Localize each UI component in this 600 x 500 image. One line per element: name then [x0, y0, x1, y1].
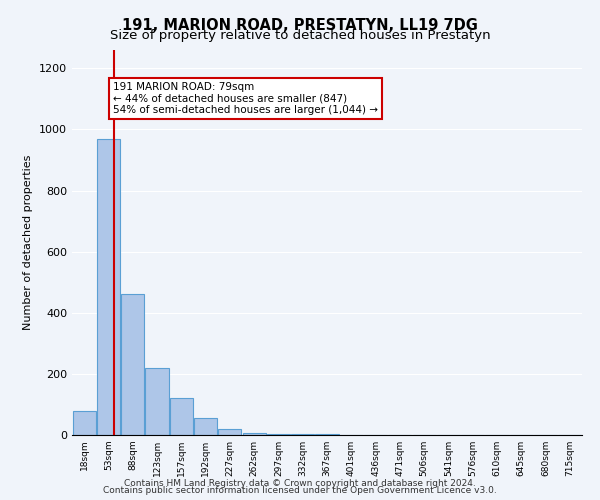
Bar	[145, 368, 169, 435]
Bar	[194, 418, 217, 435]
Bar	[291, 434, 314, 435]
Bar	[170, 398, 193, 435]
Bar	[218, 429, 241, 435]
Bar	[121, 294, 144, 435]
Text: Contains public sector information licensed under the Open Government Licence v3: Contains public sector information licen…	[103, 486, 497, 495]
Text: 191 MARION ROAD: 79sqm
← 44% of detached houses are smaller (847)
54% of semi-de: 191 MARION ROAD: 79sqm ← 44% of detached…	[113, 82, 378, 116]
Text: Contains HM Land Registry data © Crown copyright and database right 2024.: Contains HM Land Registry data © Crown c…	[124, 478, 476, 488]
Bar	[242, 432, 266, 435]
Bar	[97, 138, 120, 435]
Bar	[267, 434, 290, 435]
Bar	[316, 434, 338, 435]
Text: Size of property relative to detached houses in Prestatyn: Size of property relative to detached ho…	[110, 29, 490, 42]
Bar	[73, 410, 95, 435]
Text: 191, MARION ROAD, PRESTATYN, LL19 7DG: 191, MARION ROAD, PRESTATYN, LL19 7DG	[122, 18, 478, 32]
Y-axis label: Number of detached properties: Number of detached properties	[23, 155, 34, 330]
